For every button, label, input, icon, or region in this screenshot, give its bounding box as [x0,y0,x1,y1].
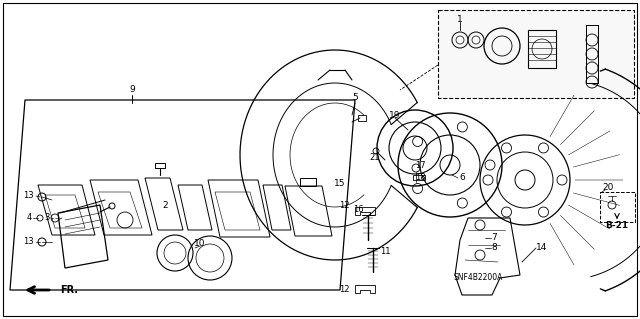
Text: 17: 17 [415,160,426,169]
Text: 20: 20 [602,183,614,192]
Circle shape [483,175,493,185]
Bar [300,178,316,186]
Text: 7: 7 [491,234,497,242]
Circle shape [538,207,548,217]
Circle shape [538,143,548,153]
Text: SNF4B2200A: SNF4B2200A [453,273,502,283]
Text: 18: 18 [415,174,426,182]
Text: 19: 19 [389,110,401,120]
Text: 4: 4 [26,213,31,222]
Bar [528,30,556,68]
Text: 10: 10 [195,239,205,248]
Text: 1: 1 [457,14,463,24]
Text: B-21: B-21 [605,221,628,231]
Text: 8: 8 [491,243,497,253]
Circle shape [502,143,511,153]
Bar [438,10,634,98]
Text: 14: 14 [536,243,548,253]
Text: 13: 13 [22,191,33,201]
Bar [600,192,635,222]
Text: FR.: FR. [60,285,78,295]
Text: 3: 3 [44,213,50,222]
Circle shape [557,175,567,185]
Text: 2: 2 [162,201,168,210]
Text: 12: 12 [339,286,350,294]
Bar [155,163,165,168]
Text: 12: 12 [339,201,350,210]
Text: 5: 5 [352,93,358,102]
Text: 21: 21 [370,153,380,162]
Bar [413,175,425,180]
Bar [358,115,366,121]
Text: 16: 16 [353,205,364,214]
Text: 11: 11 [380,248,390,256]
Text: 13: 13 [22,238,33,247]
Text: 6: 6 [459,174,465,182]
Circle shape [502,207,511,217]
Text: 15: 15 [334,179,346,188]
Text: 9: 9 [129,85,135,94]
